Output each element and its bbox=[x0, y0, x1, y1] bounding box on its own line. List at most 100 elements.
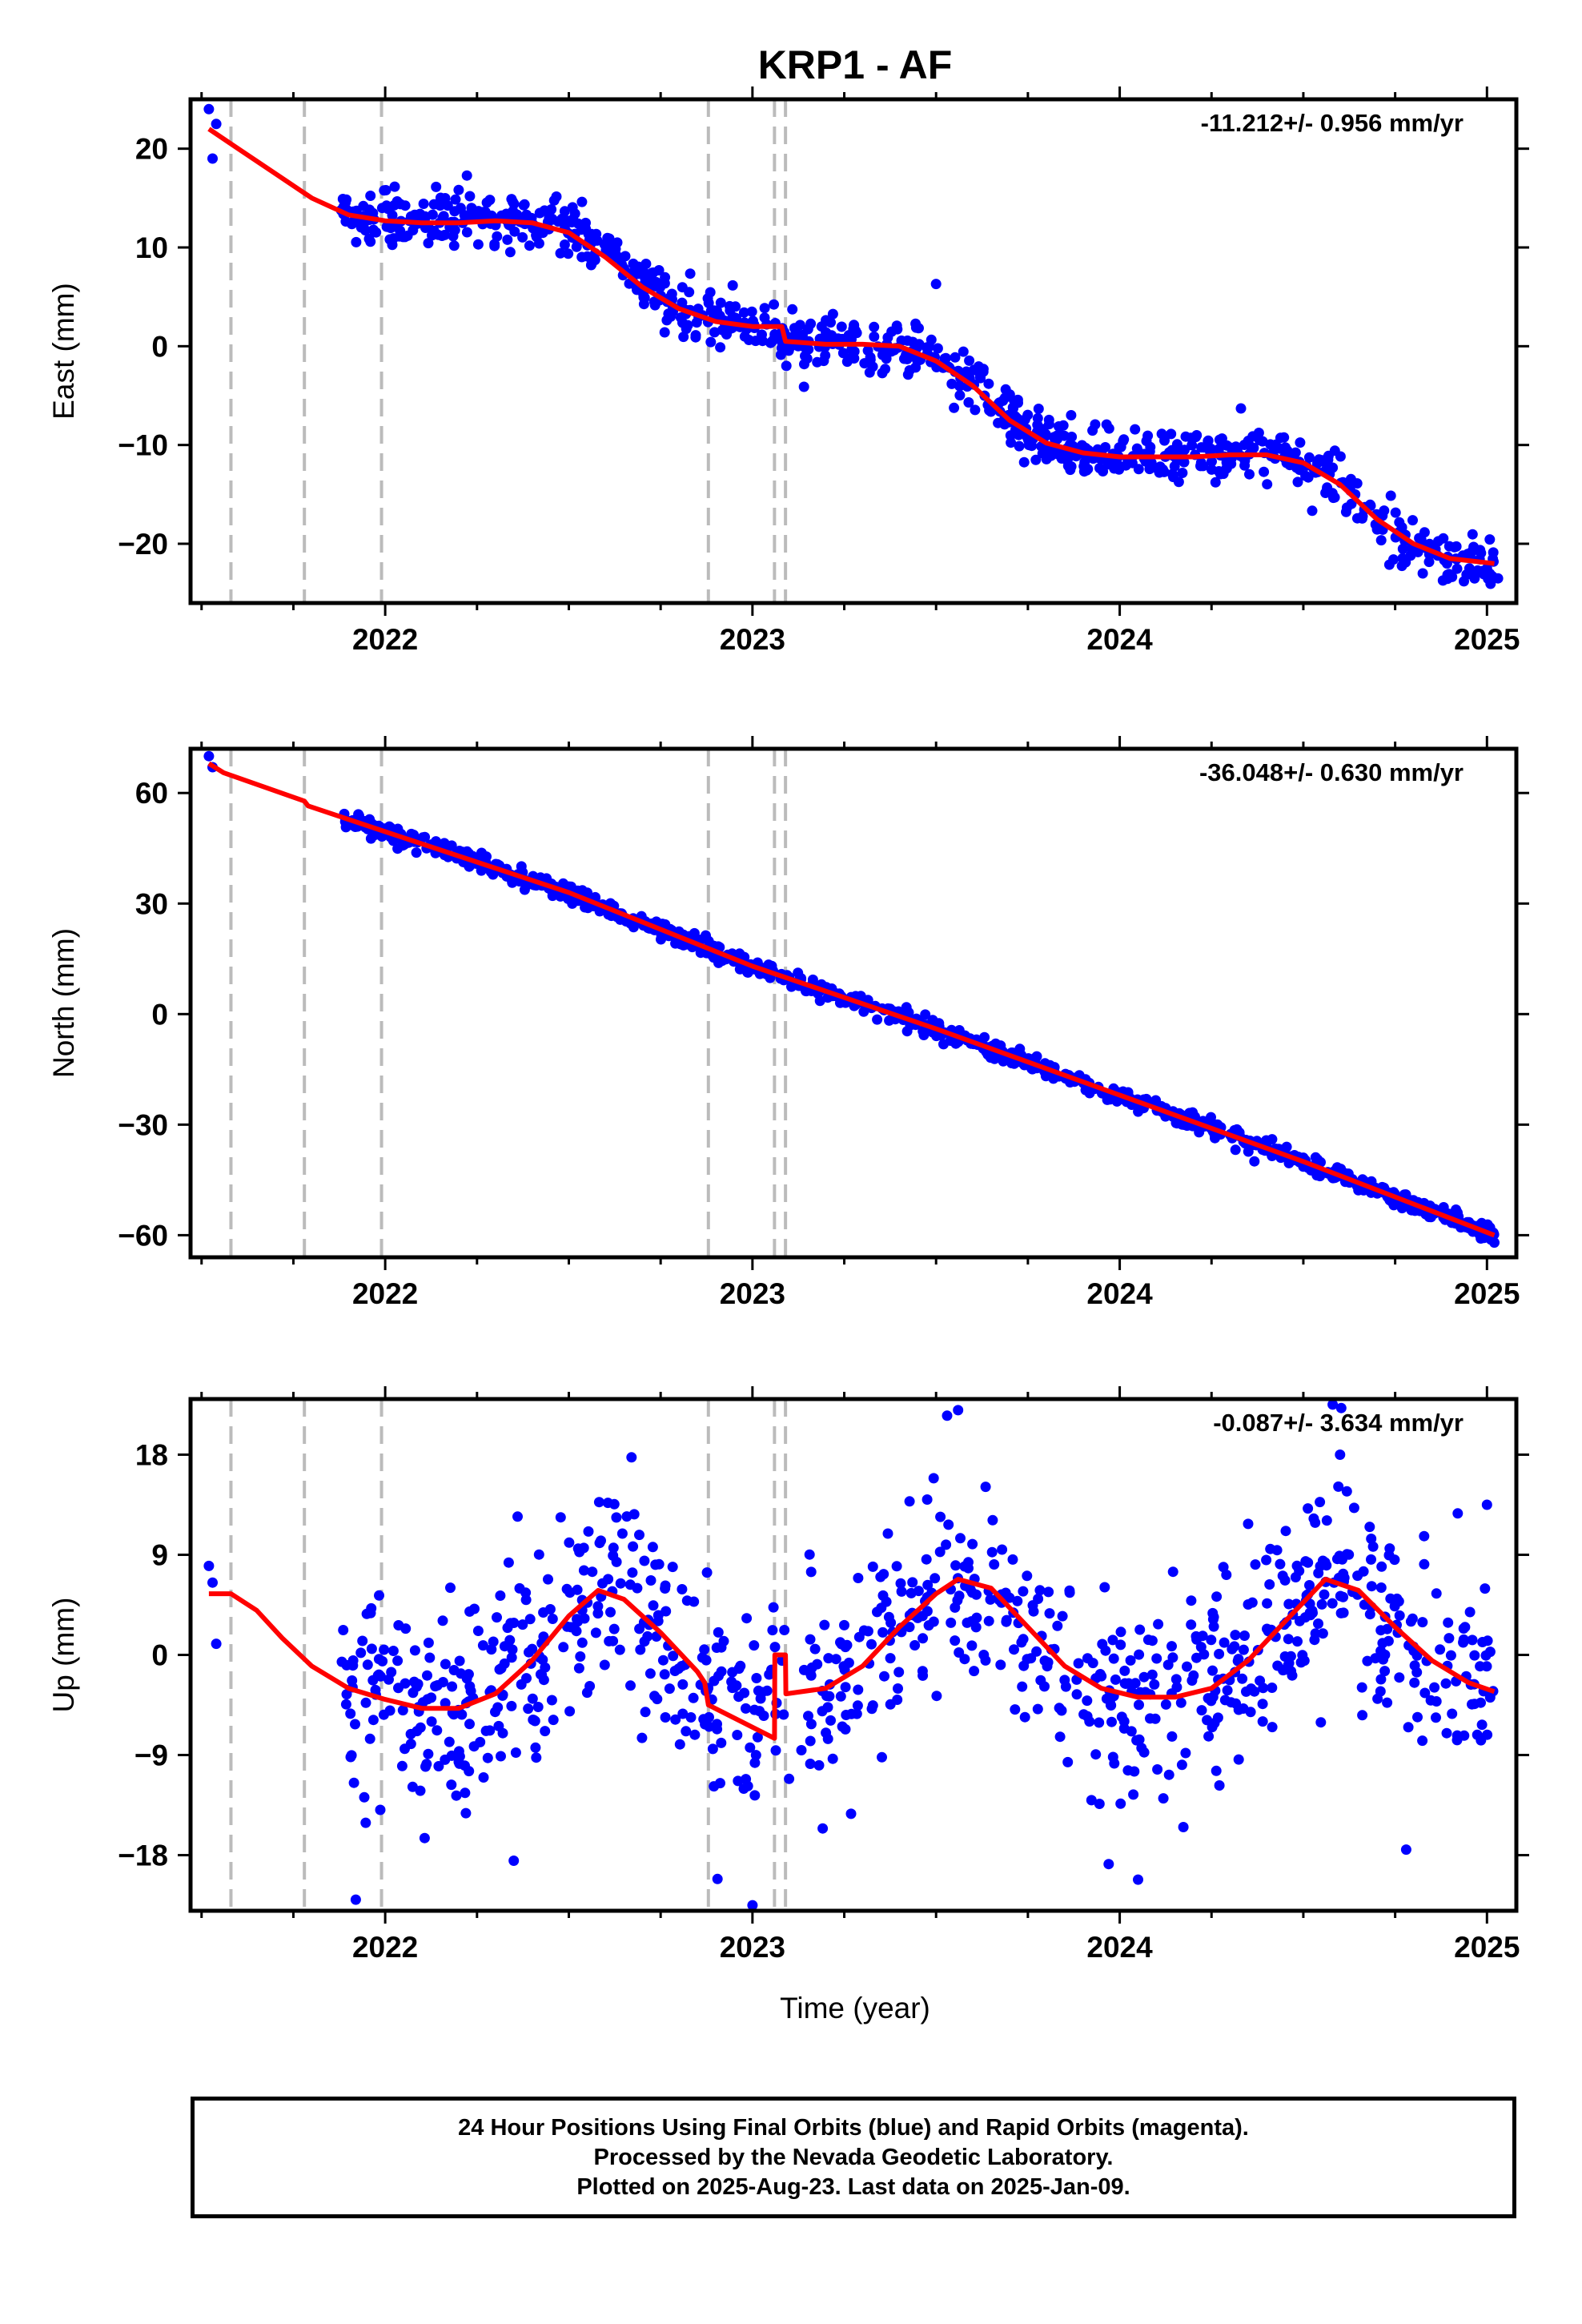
north-point bbox=[369, 830, 380, 840]
up-point bbox=[1122, 1765, 1134, 1776]
east-point bbox=[746, 306, 757, 317]
east-panel: 2022 2023 2024 2025 −20 −10 0 10 20 East (mm) -11.… bbox=[47, 86, 1529, 656]
east-point bbox=[379, 185, 390, 196]
up-point bbox=[608, 1623, 620, 1634]
east-point bbox=[551, 191, 562, 202]
east-point bbox=[492, 231, 503, 242]
east-point bbox=[385, 223, 396, 234]
up-y-tick-label: 0 bbox=[151, 1639, 168, 1672]
east-point bbox=[800, 351, 810, 361]
up-x-tick-label: 2022 bbox=[352, 1931, 418, 1964]
up-point bbox=[378, 1709, 389, 1720]
east-point bbox=[1357, 511, 1368, 522]
up-point bbox=[593, 1497, 604, 1508]
east-point bbox=[1311, 458, 1323, 469]
north-point bbox=[1315, 1171, 1326, 1182]
east-point bbox=[612, 237, 623, 248]
up-point bbox=[1385, 1593, 1396, 1604]
up-point bbox=[1170, 1674, 1182, 1685]
east-point bbox=[1111, 457, 1122, 468]
east-point bbox=[387, 210, 398, 221]
north-point bbox=[801, 986, 812, 997]
up-point bbox=[1394, 1610, 1405, 1621]
east-point bbox=[1206, 464, 1217, 475]
up-point bbox=[415, 1722, 426, 1733]
up-point bbox=[611, 1512, 622, 1523]
up-point bbox=[608, 1542, 619, 1554]
up-point bbox=[1034, 1585, 1046, 1596]
up-point bbox=[1032, 1703, 1043, 1715]
up-point bbox=[1283, 1598, 1295, 1610]
up-y-axis-label: Up (mm) bbox=[47, 1598, 80, 1713]
up-point bbox=[907, 1577, 918, 1588]
east-point bbox=[715, 342, 726, 353]
up-point bbox=[1010, 1704, 1021, 1715]
east-point bbox=[453, 184, 464, 195]
east-y-axis-label: East (mm) bbox=[47, 283, 80, 420]
up-point bbox=[1012, 1595, 1023, 1606]
up-point bbox=[935, 1511, 946, 1522]
up-point bbox=[564, 1706, 576, 1717]
up-point bbox=[930, 1573, 941, 1584]
east-point bbox=[999, 419, 1010, 430]
east-point bbox=[1191, 430, 1203, 440]
east-point bbox=[480, 207, 491, 218]
up-point bbox=[506, 1700, 517, 1711]
up-point bbox=[360, 1817, 371, 1828]
east-point bbox=[1307, 505, 1318, 517]
east-point bbox=[738, 307, 749, 318]
east-point bbox=[690, 330, 701, 341]
up-point bbox=[1107, 1634, 1118, 1646]
east-point bbox=[859, 358, 870, 369]
up-point bbox=[203, 1560, 215, 1571]
east-point bbox=[869, 331, 880, 342]
up-point bbox=[819, 1619, 830, 1630]
up-point bbox=[1335, 1449, 1346, 1460]
east-point bbox=[459, 210, 470, 221]
up-point bbox=[538, 1607, 549, 1618]
up-point bbox=[490, 1707, 500, 1718]
up-point bbox=[891, 1561, 902, 1572]
north-point bbox=[1048, 1072, 1058, 1084]
up-point bbox=[548, 1715, 559, 1726]
up-point bbox=[1409, 1677, 1420, 1688]
east-point bbox=[851, 328, 862, 339]
east-point bbox=[958, 346, 969, 357]
up-point bbox=[422, 1670, 432, 1681]
up-point bbox=[1452, 1735, 1463, 1746]
up-point bbox=[1358, 1566, 1369, 1577]
up-point bbox=[409, 1645, 420, 1656]
up-point bbox=[1138, 1671, 1150, 1683]
east-point bbox=[1130, 424, 1141, 435]
up-point bbox=[1018, 1586, 1029, 1597]
east-point bbox=[825, 317, 836, 328]
up-point bbox=[1239, 1630, 1250, 1641]
up-point bbox=[430, 1681, 441, 1692]
north-point bbox=[1031, 1051, 1042, 1062]
up-point bbox=[486, 1644, 497, 1655]
north-point bbox=[1230, 1144, 1241, 1156]
up-point bbox=[616, 1528, 628, 1539]
up-point bbox=[1218, 1562, 1229, 1573]
up-point bbox=[741, 1703, 751, 1714]
up-point bbox=[639, 1636, 650, 1647]
up-point bbox=[1411, 1667, 1423, 1678]
up-point bbox=[742, 1780, 753, 1791]
east-point bbox=[1177, 468, 1188, 478]
up-point bbox=[387, 1646, 399, 1656]
east-point bbox=[932, 343, 943, 354]
up-point bbox=[707, 1743, 718, 1755]
east-point bbox=[651, 276, 662, 287]
up-point bbox=[839, 1619, 849, 1630]
east-point bbox=[1066, 410, 1077, 420]
up-point bbox=[492, 1612, 502, 1623]
up-point bbox=[922, 1579, 934, 1590]
east-point bbox=[1388, 554, 1399, 565]
up-point bbox=[1214, 1648, 1225, 1659]
up-point bbox=[350, 1719, 360, 1730]
north-point bbox=[989, 1053, 1000, 1064]
up-point bbox=[1294, 1615, 1305, 1626]
up-point bbox=[1203, 1693, 1214, 1704]
up-point bbox=[592, 1601, 604, 1612]
up-point bbox=[1315, 1717, 1327, 1728]
